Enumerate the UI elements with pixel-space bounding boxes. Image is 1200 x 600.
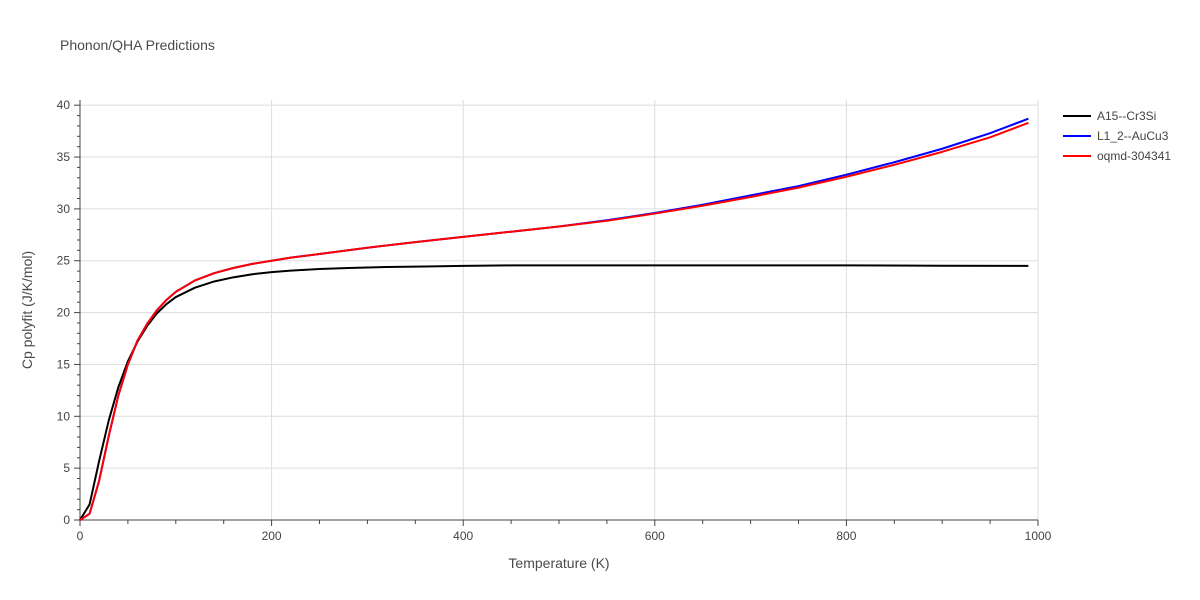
series-line-3 (79, 121, 1029, 521)
y-axis-title: Cp polyfit (J/K/mol) (19, 251, 35, 369)
y-tick-label: 20 (57, 306, 71, 320)
legend-entry: A15--Cr3Si (1097, 109, 1156, 123)
x-tick-label: 0 (77, 529, 84, 543)
x-tick-label: 1000 (1025, 529, 1052, 543)
series-line-1 (79, 264, 1029, 521)
x-tick-label: 600 (645, 529, 665, 543)
y-tick-label: 35 (57, 150, 71, 164)
y-tick-label: 10 (57, 409, 71, 423)
y-tick-label: 0 (63, 513, 70, 527)
y-tick-label: 5 (63, 461, 70, 475)
x-tick-label: 800 (836, 529, 856, 543)
axes: 0 200 400 600 800 1000 0 5 10 15 20 25 30 35 40 (57, 98, 1052, 543)
y-tick-label: 15 (57, 357, 71, 371)
series-line-2 (79, 117, 1029, 521)
legend: A15--Cr3Si L1_2--AuCu3 oqmd-304341 (1063, 109, 1171, 163)
y-tick-label: 30 (57, 202, 71, 216)
y-tick-label: 25 (57, 254, 71, 268)
x-tick-label: 200 (262, 529, 282, 543)
legend-entry: oqmd-304341 (1097, 149, 1171, 163)
x-axis-title: Temperature (K) (508, 555, 609, 571)
legend-entry: L1_2--AuCu3 (1097, 129, 1169, 143)
series-lines (79, 117, 1029, 521)
grid (80, 100, 1039, 520)
y-tick-label: 40 (57, 98, 71, 112)
x-tick-label: 400 (453, 529, 473, 543)
chart-title: Phonon/QHA Predictions (60, 37, 215, 53)
